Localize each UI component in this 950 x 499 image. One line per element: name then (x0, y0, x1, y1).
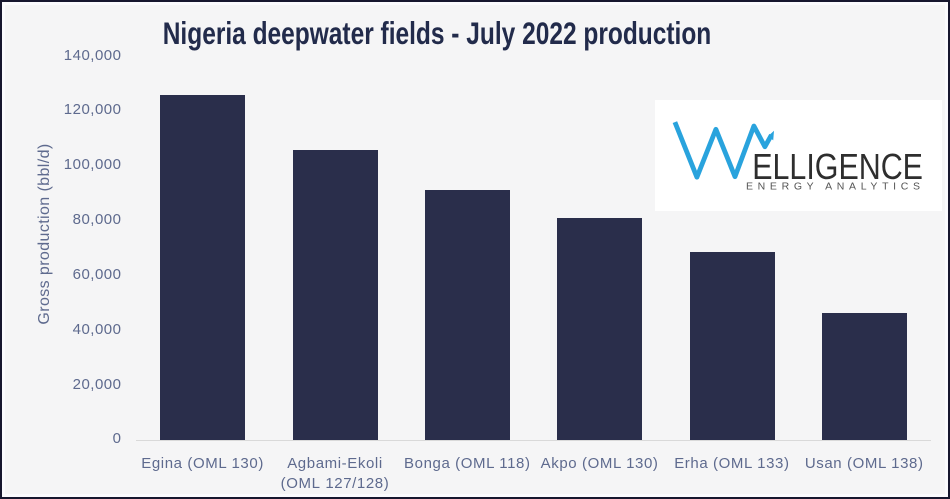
svg-text:ELLIGENCE: ELLIGENCE (752, 146, 923, 187)
svg-text:Nigeria deepwater fields - Jul: Nigeria deepwater fields - July 2022 pro… (163, 15, 712, 51)
